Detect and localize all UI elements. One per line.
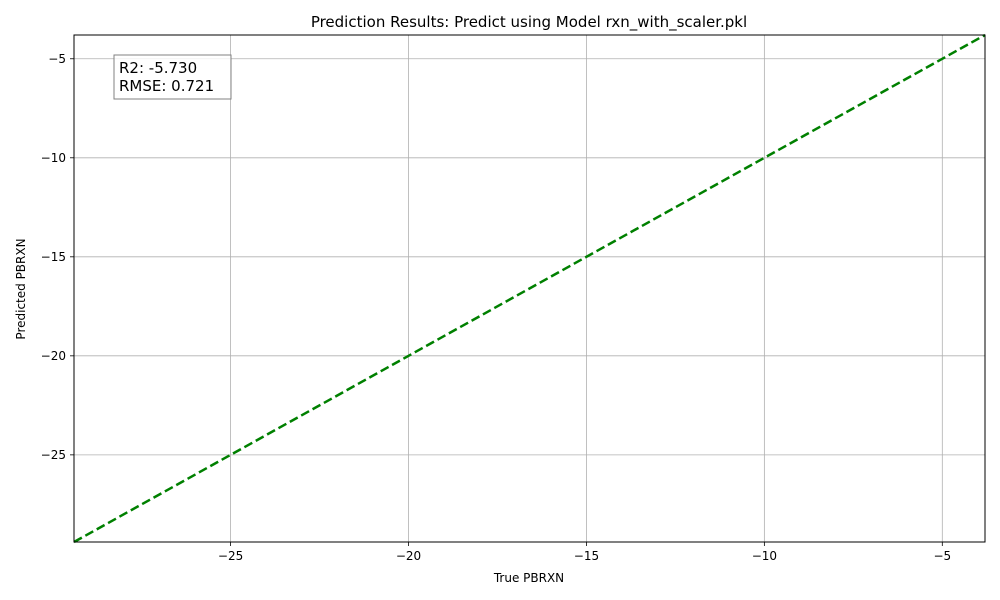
stats-box: R2: -5.730 RMSE: 0.721	[113, 54, 232, 100]
plot-frame	[73, 34, 986, 543]
y-tick-label: −20	[41, 349, 66, 363]
series-layer	[73, 33, 986, 544]
rmse-stat: RMSE: 0.721	[119, 77, 214, 95]
y-tick-label: −15	[41, 250, 66, 264]
grid	[74, 35, 985, 542]
y-tick-label: −25	[41, 448, 66, 462]
x-axis-label: True PBRXN	[493, 571, 564, 585]
x-tick-label: −15	[574, 549, 599, 563]
r2-stat: R2: -5.730	[119, 59, 197, 77]
stats-box-frame	[113, 54, 232, 100]
x-tick-label: −10	[752, 549, 777, 563]
y-axis-label: Predicted PBRXN	[14, 238, 28, 339]
identity-line	[73, 33, 986, 544]
y-tick-label: −10	[41, 151, 66, 165]
x-tick-label: −5	[933, 549, 951, 563]
axis-ticks: −25 −20 −15 −10 −5 −25 −20 −15 −10 −5	[41, 52, 951, 563]
x-tick-label: −20	[396, 549, 421, 563]
y-tick-label: −5	[48, 52, 66, 66]
chart-title: Prediction Results: Predict using Model …	[311, 13, 747, 32]
x-tick-label: −25	[218, 549, 243, 563]
